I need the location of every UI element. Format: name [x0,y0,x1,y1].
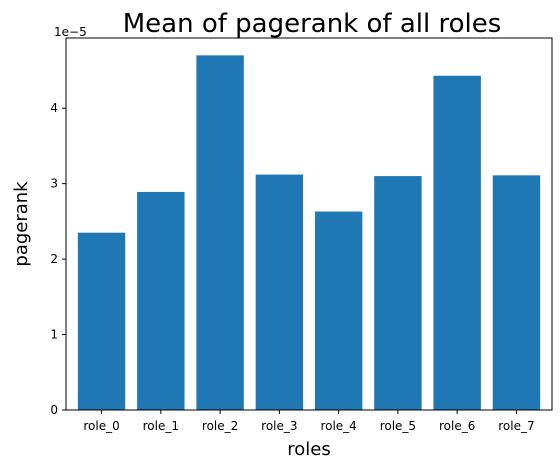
bar-role_3 [255,174,304,410]
bar-role_4 [314,211,363,410]
x-tick-label: role_2 [202,419,238,433]
y-tick-label: 1 [50,328,58,342]
x-tick-label: role_4 [320,419,356,433]
y-tick-label: 4 [50,101,58,115]
y-ticks-group: 0 1 2 3 4 [50,101,66,417]
y-axis-offset-label: 1e−5 [54,25,87,39]
y-tick-label: 3 [50,177,58,191]
bar-role_6 [433,75,481,410]
bar-role_0 [77,232,126,410]
bar-role_2 [196,55,244,410]
chart-title: Mean of pagerank of all roles [123,9,502,39]
y-axis-label: pagerank [11,181,32,267]
x-axis-label: roles [287,439,330,460]
bar-role_5 [374,176,422,410]
bar-role_7 [492,175,541,410]
y-tick-label: 0 [50,403,58,417]
x-tick-label: role_7 [498,419,534,433]
x-tick-label: role_0 [83,419,119,433]
y-tick-label: 2 [50,252,58,266]
bar-role_1 [137,191,185,410]
x-tick-label: role_1 [143,419,179,433]
bars-group [77,55,541,410]
x-tick-label: role_5 [380,419,416,433]
plot-frame [65,37,553,411]
x-ticks-group: role_0 role_1 role_2 role_3 role_4 role_5 role… [83,410,535,433]
x-tick-label: role_3 [261,419,297,433]
x-tick-label: role_6 [439,419,475,433]
